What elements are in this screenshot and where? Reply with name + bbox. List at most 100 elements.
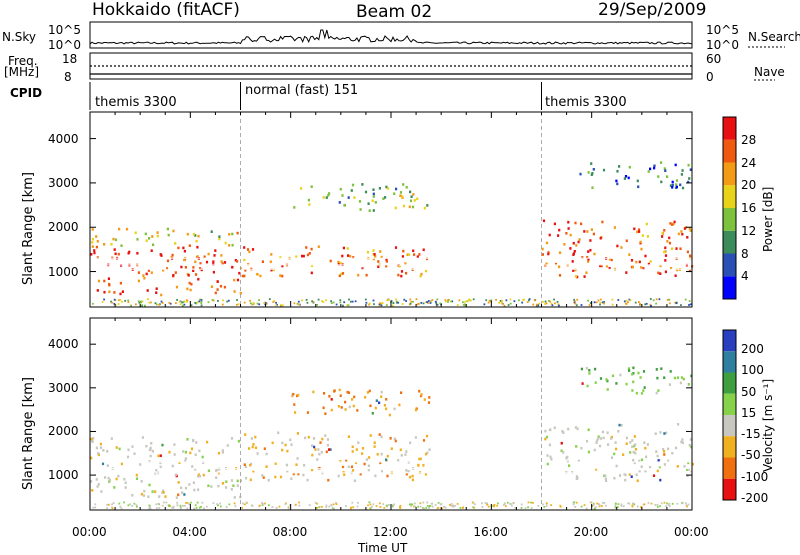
data-cell [200, 304, 203, 307]
data-cell [262, 503, 264, 505]
data-cell [392, 302, 395, 304]
data-cell [186, 232, 189, 236]
power-colorbar-tick: 20 [741, 178, 757, 193]
data-cell [364, 190, 368, 194]
data-cell [512, 502, 515, 504]
data-cell [574, 506, 577, 508]
data-cell [597, 437, 600, 440]
data-cell [322, 406, 325, 410]
data-cell [127, 299, 130, 302]
data-cell [614, 506, 617, 509]
data-cell [285, 463, 288, 467]
x-tick-label: 16:00 [473, 525, 508, 539]
data-cell [391, 304, 394, 307]
data-cell [184, 457, 187, 460]
data-cell [573, 501, 576, 504]
data-cell [200, 300, 203, 303]
data-cell [159, 461, 162, 465]
data-cell [624, 473, 627, 477]
data-cell [405, 472, 408, 476]
data-cell [598, 444, 602, 448]
data-cell [231, 232, 234, 236]
data-cell [380, 255, 383, 259]
data-cell [218, 235, 221, 238]
data-cell [219, 284, 223, 288]
data-cell [194, 504, 197, 507]
power-colorbar-swatch [723, 230, 736, 254]
data-cell [97, 452, 100, 455]
data-cell [671, 451, 674, 455]
data-cell [635, 473, 638, 477]
data-cell [671, 186, 674, 189]
data-cell [587, 428, 590, 432]
data-cell [388, 298, 390, 301]
nave-tick-top: 60 [706, 52, 722, 66]
data-cell [417, 302, 420, 305]
data-cell [487, 505, 490, 508]
data-cell [361, 447, 365, 450]
data-cell [413, 502, 416, 505]
data-cell [610, 258, 613, 262]
data-cell [339, 187, 342, 191]
data-cell [233, 502, 236, 505]
data-cell [261, 260, 264, 263]
data-cell [312, 300, 314, 303]
data-cell [589, 501, 592, 504]
data-cell [154, 302, 157, 305]
data-cell [230, 437, 234, 440]
data-cell [590, 228, 593, 231]
data-cell [449, 504, 451, 506]
data-cell [112, 502, 115, 504]
data-cell [687, 468, 690, 471]
data-cell [342, 246, 345, 250]
data-cell [644, 446, 647, 450]
data-cell [412, 193, 415, 196]
data-cell [318, 506, 321, 508]
data-cell [106, 450, 109, 453]
data-cell [356, 505, 359, 508]
data-cell [369, 507, 372, 510]
data-cell [572, 241, 575, 245]
data-cell [196, 501, 199, 504]
data-cell [688, 304, 690, 306]
data-cell [397, 301, 400, 304]
data-cell [177, 481, 180, 484]
data-cell [420, 272, 423, 276]
data-cell [203, 507, 205, 510]
data-cell [213, 254, 216, 257]
data-cell [632, 380, 635, 384]
data-cell [272, 301, 275, 303]
data-cell [559, 504, 562, 507]
power-colorbar-swatch [723, 208, 736, 231]
x-tick-label: 08:00 [272, 525, 308, 539]
data-cell [663, 229, 666, 232]
data-cell [164, 495, 167, 498]
nsearch-label: N.Search [748, 30, 800, 44]
data-cell [537, 304, 540, 307]
data-cell [294, 411, 297, 414]
data-cell [261, 502, 263, 504]
data-cell [169, 302, 172, 305]
data-cell [136, 505, 138, 508]
data-cell [92, 302, 94, 305]
data-cell [488, 299, 491, 302]
data-cell [473, 506, 476, 509]
data-cell [615, 447, 618, 451]
data-cell [141, 300, 144, 303]
data-cell [165, 267, 169, 270]
data-cell [367, 464, 370, 468]
data-cell [331, 507, 334, 510]
data-cell [183, 258, 186, 262]
data-cell [350, 465, 354, 469]
data-cell [630, 475, 633, 478]
data-cell [275, 507, 278, 509]
data-cell [279, 475, 283, 479]
data-cell [684, 298, 687, 301]
data-cell [278, 505, 281, 508]
data-cell [243, 503, 246, 506]
data-cell [134, 231, 137, 235]
data-cell [671, 180, 674, 184]
data-cell [339, 261, 342, 265]
data-cell [547, 252, 550, 256]
data-cell [675, 183, 678, 186]
